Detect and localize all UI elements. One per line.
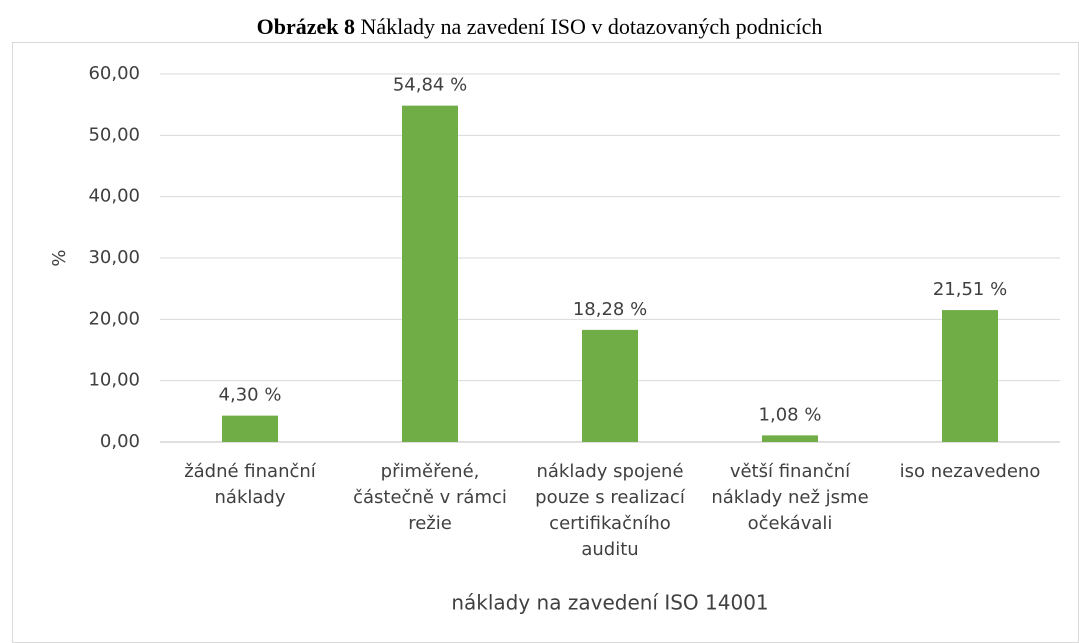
bar <box>942 310 998 442</box>
bar <box>402 105 458 442</box>
x-tick-label: větší finanční náklady než jsme očekával… <box>711 461 869 534</box>
bar <box>222 415 278 442</box>
x-tick-label: iso nezavedeno <box>899 461 1041 482</box>
y-tick-label: 10,00 <box>88 370 140 391</box>
data-label: 4,30 % <box>219 385 282 406</box>
x-tick-label: žádné finanční náklady <box>184 461 316 508</box>
y-tick-label: 20,00 <box>88 308 140 329</box>
y-tick-label: 40,00 <box>88 186 140 207</box>
bar <box>762 435 818 442</box>
y-tick-label: 0,00 <box>100 431 140 452</box>
x-tick-label: přiměřené, částečně v rámci režie <box>353 461 507 534</box>
data-label: 21,51 % <box>933 279 1007 300</box>
bar <box>582 329 638 442</box>
y-tick-label: 60,00 <box>88 63 140 84</box>
y-tick-label: 50,00 <box>88 124 140 145</box>
data-label: 18,28 % <box>573 299 647 320</box>
y-axis-label: % <box>49 249 70 266</box>
data-label: 54,84 % <box>393 75 467 96</box>
title-text: Náklady na zavedení ISO v dotazovaných p… <box>360 14 823 39</box>
figure-label: Obrázek 8 <box>256 14 356 39</box>
x-tick-label: náklady spojené pouze s realizací certif… <box>535 461 685 560</box>
data-label: 1,08 % <box>759 404 822 425</box>
chart-title: Obrázek 8 Náklady na zavedení ISO v dota… <box>0 14 1079 40</box>
y-tick-label: 30,00 <box>88 247 140 268</box>
x-axis-label: náklady na zavedení ISO 14001 <box>451 591 768 615</box>
